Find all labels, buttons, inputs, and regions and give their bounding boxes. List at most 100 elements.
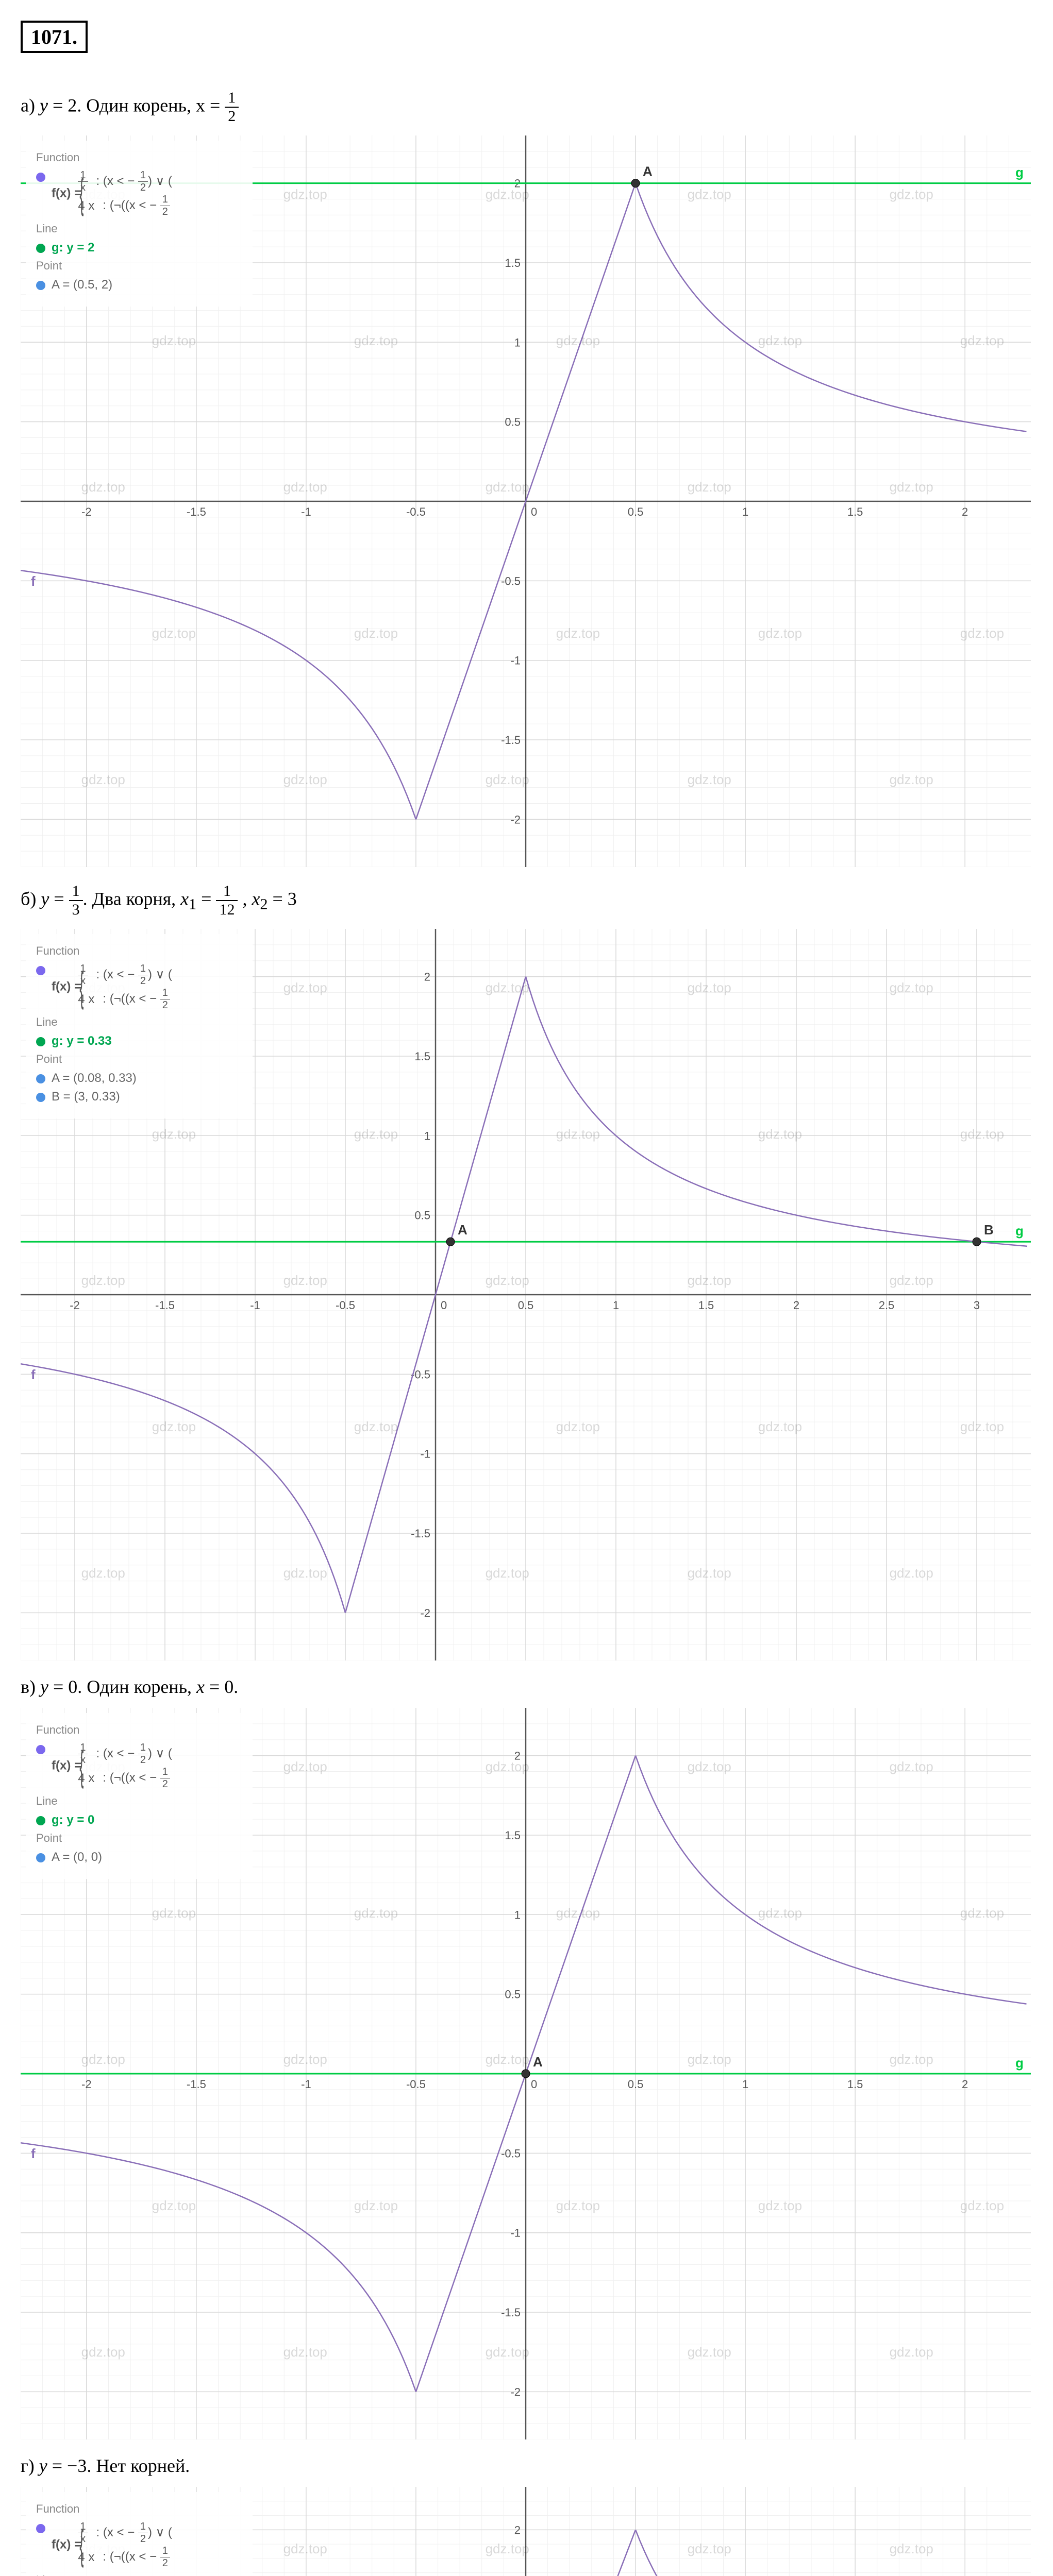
legend-point-label: B = (3, 0.33) [52,1090,120,1104]
legend-point-label: A = (0, 0) [52,1850,102,1865]
legend-fx: f(x) = {1x: (x < − 12) ∨ (4 x: (¬((x < −… [52,963,172,1011]
svg-text:2: 2 [962,505,968,518]
svg-text:1.5: 1.5 [505,257,521,269]
svg-text:-1: -1 [301,2078,311,2091]
svg-text:3: 3 [974,1299,980,1312]
legend-function-title: Function [36,944,242,958]
svg-text:-0.5: -0.5 [406,505,426,518]
svg-text:-1.5: -1.5 [501,2306,521,2319]
svg-text:-0.5: -0.5 [501,2147,521,2160]
svg-text:-0.5: -0.5 [406,2078,426,2091]
legend-fx: f(x) = {1x: (x < − 12) ∨ (4 x: (¬((x < −… [52,2521,172,2569]
svg-text:2.5: 2.5 [879,1299,895,1312]
legend-dot-function [36,2524,45,2533]
svg-text:-1: -1 [301,505,311,518]
svg-text:f: f [31,2146,36,2161]
svg-text:-2: -2 [420,1606,430,1619]
svg-text:2: 2 [424,971,430,984]
svg-text:0: 0 [531,2078,537,2091]
legend-dot-point [36,1074,45,1083]
legend-dot-function [36,173,45,182]
svg-text:2: 2 [514,1750,521,1762]
chart-container-a: -2-1.5-1-0.50.511.52-2-1.5-1-0.50.511.52… [21,135,1031,867]
svg-text:g: g [1015,165,1024,180]
svg-text:A: A [533,2054,543,2070]
svg-text:0.5: 0.5 [628,505,644,518]
legend-fx: f(x) = {1x: (x < − 12) ∨ (4 x: (¬((x < −… [52,170,172,218]
svg-text:g: g [1015,1223,1024,1239]
svg-text:1: 1 [613,1299,619,1312]
svg-text:-1.5: -1.5 [155,1299,175,1312]
legend-point-label: A = (0.08, 0.33) [52,1071,137,1086]
svg-text:0.5: 0.5 [518,1299,534,1312]
legend-line-title: Line [36,1794,242,1808]
svg-text:1: 1 [424,1129,430,1142]
svg-text:1: 1 [742,2078,748,2091]
legend-line-label: g: y = 2 [52,241,94,255]
legend-line-title: Line [36,1015,242,1029]
svg-text:1: 1 [514,336,521,349]
chart-container-b: -2-1.5-1-0.50.511.522.53-2-1.5-1-0.50.51… [21,929,1031,1660]
svg-text:0: 0 [441,1299,447,1312]
legend-line-title: Line [36,2573,242,2576]
svg-text:f: f [31,573,36,589]
legend-dot-function [36,966,45,975]
legend-dot-point [36,1853,45,1862]
svg-text:A: A [458,1222,467,1238]
section-a: а) y = 2. Один корень, x = 12 -2 -1.5 -1 -0.… [21,89,1032,867]
section-label: в) y = 0. Один корень, x = 0. [21,1676,1032,1698]
svg-text:1: 1 [514,1908,521,1921]
legend-point-title: Point [36,1832,242,1845]
svg-text:-1.5: -1.5 [187,2078,206,2091]
svg-text:-0.5: -0.5 [336,1299,355,1312]
chart-legend: Function f(x) = {1x: (x < − 12) ∨ (4 x: (… [26,1713,253,1879]
svg-text:-1: -1 [510,654,521,667]
svg-text:-2: -2 [81,2078,92,2091]
legend-point-label: A = (0.5, 2) [52,278,112,292]
legend-point-title: Point [36,259,242,273]
chart-container-v: -2-1.5-1-0.50.511.52-2-1.5-1-0.50.511.52… [21,1708,1031,2439]
legend-line-title: Line [36,222,242,235]
legend-dot-line [36,1816,45,1825]
svg-text:1.5: 1.5 [847,2078,863,2091]
svg-text:A: A [643,164,653,179]
svg-text:-1: -1 [420,1448,430,1461]
legend-line-label: g: y = 0 [52,1813,94,1827]
section-label: а) y = 2. Один корень, x = 12 [21,89,1032,125]
svg-text:0.5: 0.5 [414,1209,430,1222]
svg-text:1.5: 1.5 [505,1829,521,1842]
svg-text:-2: -2 [510,813,521,826]
svg-text:1.5: 1.5 [698,1299,714,1312]
section-label: г) y = −3. Нет корней. [21,2455,1032,2477]
legend-dot-line [36,244,45,253]
legend-fx: f(x) = {1x: (x < − 12) ∨ (4 x: (¬((x < −… [52,1742,172,1790]
svg-text:-1: -1 [250,1299,260,1312]
legend-dot-function [36,1745,45,1754]
svg-text:-1.5: -1.5 [501,734,521,747]
section-b: б) y = 13. Два корня, x1 = 112 , x2 = 3 -… [21,883,1032,1660]
svg-text:0.5: 0.5 [505,416,521,429]
svg-text:-1.5: -1.5 [187,505,206,518]
svg-text:1: 1 [742,505,748,518]
svg-text:0.5: 0.5 [628,2078,644,2091]
svg-text:f: f [31,1367,36,1382]
svg-text:-2: -2 [81,505,92,518]
legend-function-title: Function [36,151,242,164]
legend-dot-line [36,1037,45,1046]
svg-text:B: B [984,1222,994,1238]
legend-function-title: Function [36,2502,242,2516]
svg-text:0: 0 [531,505,537,518]
legend-dot-point [36,1093,45,1102]
section-g: г) y = −3. Нет корней. -2-1.5-1-0.50.511… [21,2455,1032,2576]
svg-text:-1: -1 [510,2227,521,2240]
legend-function-title: Function [36,1723,242,1737]
svg-text:2: 2 [514,2523,521,2536]
svg-text:2: 2 [962,2078,968,2091]
svg-text:-0.5: -0.5 [501,574,521,587]
chart-container-g: -2-1.5-1-0.50.511.52-3-2.5-2-1.5-1-0.50.… [21,2487,1031,2576]
chart-legend: Function f(x) = {1x: (x < − 12) ∨ (4 x: (… [26,2492,253,2576]
svg-text:2: 2 [793,1299,799,1312]
section-label: б) y = 13. Два корня, x1 = 112 , x2 = 3 [21,883,1032,919]
svg-text:1.5: 1.5 [414,1050,430,1063]
legend-line-label: g: y = 0.33 [52,1034,112,1048]
